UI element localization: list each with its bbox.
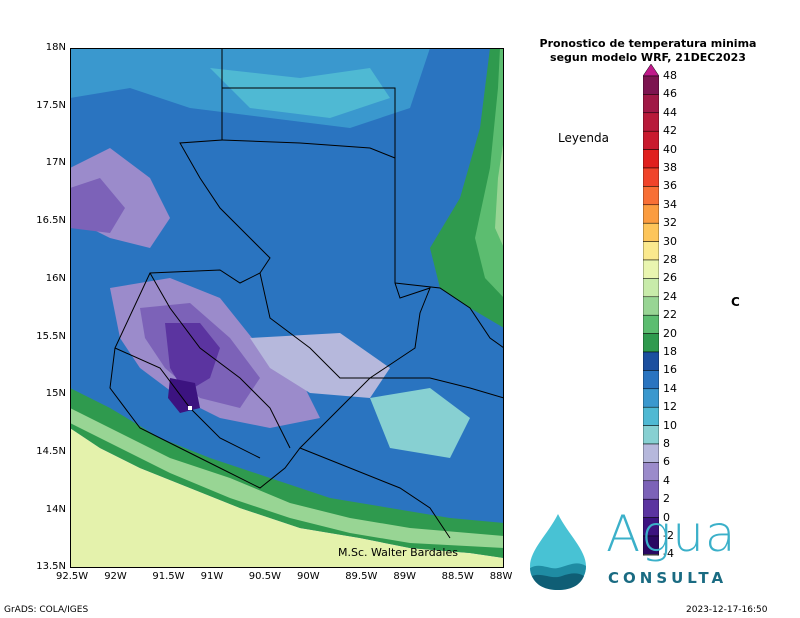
colorbar-swatch bbox=[643, 425, 659, 445]
colorbar-tick-label: 32 bbox=[663, 216, 677, 230]
colorbar-tick-label: 16 bbox=[663, 363, 677, 377]
colorbar-swatch bbox=[643, 112, 659, 132]
colorbar-swatch bbox=[643, 296, 659, 316]
latitude-tick-label: 18N bbox=[45, 42, 66, 53]
city-marker bbox=[188, 406, 192, 410]
colorbar-tick-label: 26 bbox=[663, 271, 677, 285]
colorbar-swatch bbox=[643, 149, 659, 169]
colorbar-tick-label: 20 bbox=[663, 326, 677, 340]
colorbar-tick-label: 18 bbox=[663, 345, 677, 358]
colorbar-tick-label: 24 bbox=[663, 289, 677, 303]
colorbar-tick-label: 6 bbox=[663, 455, 670, 469]
latitude-tick-label: 16.5N bbox=[36, 215, 66, 227]
longitude-tick-label: 91.5W bbox=[152, 571, 185, 582]
colorbar-swatch bbox=[643, 167, 659, 187]
colorbar-tick-label: 38 bbox=[663, 161, 677, 174]
latitude-tick-label: 15.5N bbox=[36, 330, 66, 342]
colorbar-tick-label: -2 bbox=[663, 529, 674, 542]
colorbar-tick-label: 14 bbox=[663, 381, 677, 395]
longitude-tick-label: 88.5W bbox=[441, 571, 474, 582]
longitude-tick-label: 89.5W bbox=[345, 571, 378, 582]
colorbar-tick-label: 48 bbox=[663, 69, 677, 82]
colorbar-swatch bbox=[643, 278, 659, 298]
colorbar-swatch bbox=[643, 241, 659, 261]
colorbar-tick-label: 10 bbox=[663, 418, 677, 432]
colorbar-swatch bbox=[643, 314, 659, 334]
colorbar-swatch bbox=[643, 204, 659, 224]
colorbar-swatch bbox=[643, 94, 659, 114]
colorbar-tick-label: 40 bbox=[663, 142, 677, 156]
latitude-tick-label: 13.5N bbox=[36, 561, 66, 573]
colorbar bbox=[643, 64, 659, 556]
coastal-green-band bbox=[70, 388, 504, 558]
logo-word-1: Agua bbox=[606, 505, 737, 563]
logo-word-2: CONSULTA bbox=[608, 569, 728, 587]
latitude-tick-label: 17N bbox=[45, 157, 66, 169]
colorbar-swatch bbox=[643, 222, 659, 242]
map-frame bbox=[70, 48, 504, 568]
colorbar-swatch bbox=[643, 462, 659, 482]
longitude-tick-label: 90W bbox=[297, 571, 320, 582]
colorbar-swatch bbox=[643, 443, 659, 463]
colorbar-swatch bbox=[643, 351, 659, 371]
latitude-tick-label: 14N bbox=[45, 503, 66, 515]
colorbar-tick-label: 0 bbox=[663, 510, 670, 524]
temperature-map bbox=[70, 48, 504, 568]
colorbar-swatch bbox=[643, 406, 659, 426]
unit-label: C bbox=[731, 295, 740, 309]
map-title: Pronostico de temperatura minima segun m… bbox=[518, 37, 778, 65]
colorbar-tick-label: 12 bbox=[663, 400, 677, 414]
colorbar-swatch bbox=[643, 75, 659, 95]
title-line-1: Pronostico de temperatura minima bbox=[539, 37, 757, 50]
colorbar-tick-label: 36 bbox=[663, 179, 677, 193]
credit-text: M.Sc. Walter Bardales bbox=[338, 546, 458, 559]
longitude-tick-label: 92W bbox=[104, 571, 127, 582]
colorbar-tick-label: 46 bbox=[663, 87, 677, 101]
longitude-tick-label: 90.5W bbox=[248, 571, 281, 582]
colorbar-tick-label: 22 bbox=[663, 308, 677, 322]
latitude-tick-label: 17.5N bbox=[36, 99, 66, 111]
title-line-2: segun modelo WRF, 21DEC2023 bbox=[550, 51, 746, 64]
colorbar-swatch bbox=[643, 388, 659, 408]
latitude-tick-label: 14.5N bbox=[36, 445, 66, 457]
longitude-tick-label: 92.5W bbox=[56, 571, 89, 582]
colorbar-swatch bbox=[643, 259, 659, 279]
colorbar-tick-label: 2 bbox=[663, 492, 670, 506]
colorbar-swatch bbox=[643, 333, 659, 353]
colorbar-tick-label: 30 bbox=[663, 234, 677, 248]
footer-left: GrADS: COLA/IGES bbox=[4, 605, 89, 615]
colorbar-tick-label: 4 bbox=[663, 473, 670, 487]
colorbar-bottom-arrow bbox=[643, 554, 659, 556]
latitude-tick-label: 16N bbox=[45, 272, 66, 284]
longitude-tick-label: 89W bbox=[393, 571, 417, 582]
colorbar-tick-label: 42 bbox=[663, 124, 677, 138]
latitude-tick-label: 15N bbox=[45, 388, 66, 400]
legend-label: Leyenda bbox=[558, 131, 609, 145]
guatemala-border bbox=[109, 48, 431, 489]
colorbar-tick-label: -4 bbox=[663, 547, 674, 561]
colorbar-swatch bbox=[643, 370, 659, 390]
colorbar-tick-label: 44 bbox=[663, 105, 677, 119]
footer-right: 2023-12-17-16:50 bbox=[686, 605, 768, 615]
colorbar-top-arrow bbox=[643, 64, 659, 77]
colorbar-swatch bbox=[643, 130, 659, 150]
colorbar-tick-label: 28 bbox=[663, 253, 677, 266]
pacific-region bbox=[70, 428, 504, 568]
longitude-tick-label: 88W bbox=[489, 571, 513, 582]
colorbar-swatch bbox=[643, 186, 659, 206]
water-drop-logo-icon bbox=[530, 514, 586, 590]
colorbar-tick-label: 34 bbox=[663, 197, 677, 211]
colorbar-tick-label: 8 bbox=[663, 437, 670, 450]
longitude-tick-label: 91W bbox=[200, 571, 224, 582]
colorbar-swatch bbox=[643, 480, 659, 500]
